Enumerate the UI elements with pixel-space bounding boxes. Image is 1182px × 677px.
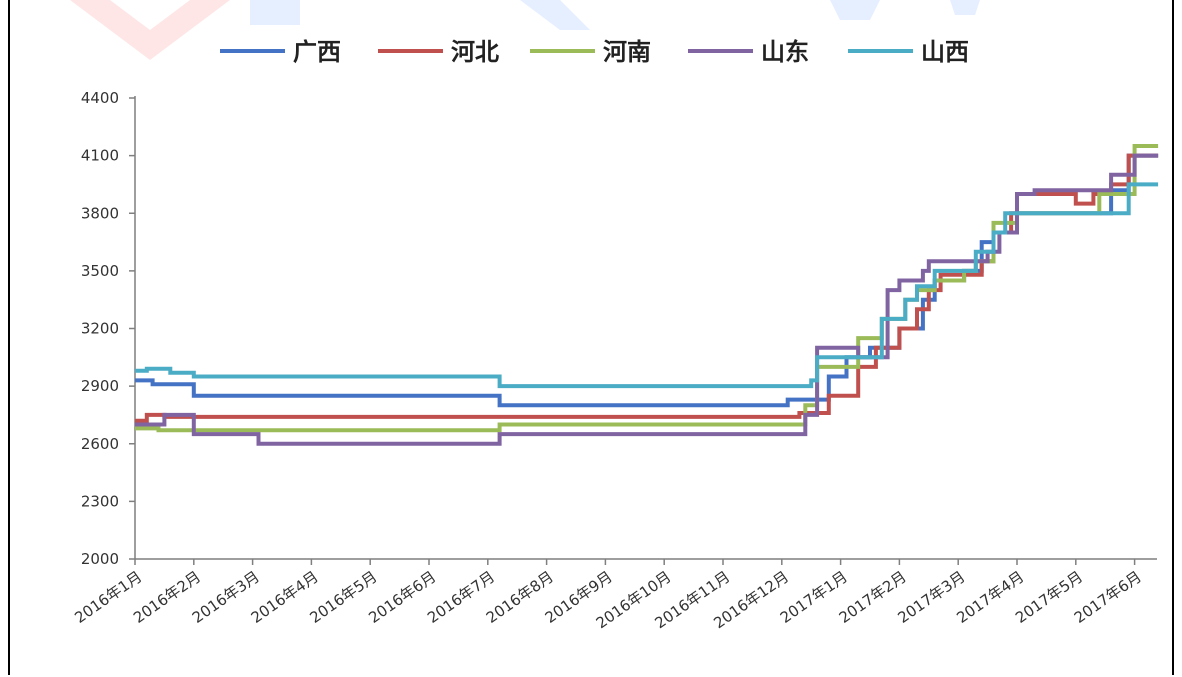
y-tick-label: 4400 (81, 89, 119, 107)
y-tick-label: 3500 (81, 262, 119, 280)
y-tick-label: 2900 (81, 377, 119, 395)
legend-label: 山东 (761, 38, 809, 66)
series-line-山西 (135, 182, 1159, 389)
series-line-广西 (135, 153, 1159, 408)
legend-label: 广西 (293, 38, 341, 66)
legend: 广西 河北 河南 山东 山西 (220, 38, 969, 66)
axes: 2000230026002900320035003800410044002016… (71, 89, 1157, 632)
y-tick-label: 3800 (81, 204, 119, 222)
y-tick-label: 2000 (81, 550, 119, 568)
chart-frame (8, 0, 1174, 675)
watermark-shape (70, 0, 230, 60)
series-group (135, 144, 1159, 446)
watermark (70, 0, 980, 60)
y-tick-label: 2300 (81, 492, 119, 510)
y-tick-label: 4100 (81, 147, 119, 165)
legend-label: 河南 (603, 38, 651, 66)
legend-label: 河北 (451, 38, 499, 66)
watermark-shape (250, 0, 300, 25)
watermark-shape (830, 0, 880, 20)
legend-label: 山西 (921, 38, 969, 66)
y-tick-label: 3200 (81, 320, 119, 338)
watermark-shape (950, 0, 980, 15)
y-tick-label: 2600 (81, 435, 119, 453)
series-line-山东 (135, 153, 1159, 446)
watermark-shape (520, 0, 590, 30)
series-line-河北 (135, 153, 1159, 423)
